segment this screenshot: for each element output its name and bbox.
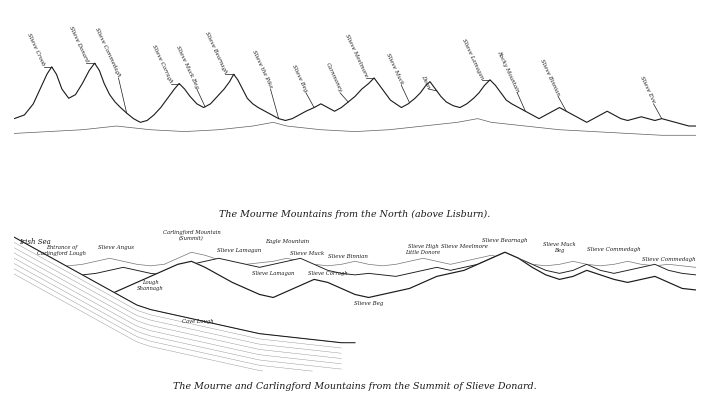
Text: Slieve Bearnagh: Slieve Bearnagh	[204, 31, 228, 74]
Text: Eagle Mountain: Eagle Mountain	[265, 239, 309, 243]
Text: Slieve the Pike: Slieve the Pike	[251, 49, 273, 89]
Text: Cave Lough: Cave Lough	[182, 318, 214, 323]
Text: Slieve Muck
Beg: Slieve Muck Beg	[543, 242, 576, 253]
Text: Entrance of
Carlingford Lough: Entrance of Carlingford Lough	[38, 245, 87, 256]
Text: Lough
Shannagh: Lough Shannagh	[137, 279, 164, 290]
Text: Slieve Commedagh: Slieve Commedagh	[642, 257, 695, 261]
Text: Slieve Corragh: Slieve Corragh	[308, 270, 348, 275]
Text: Slieve Donard: Slieve Donard	[68, 26, 89, 63]
Text: Slieve Eve: Slieve Eve	[639, 75, 656, 103]
Text: Slieve Bearnagh: Slieve Bearnagh	[482, 237, 528, 242]
Text: Slieve Commedagh: Slieve Commedagh	[587, 246, 641, 251]
Text: Doan: Doan	[420, 74, 431, 89]
Text: Slieve High
Little Donore: Slieve High Little Donore	[405, 243, 441, 254]
Text: The Mourne and Carlingford Mountains from the Summit of Slieve Donard.: The Mourne and Carlingford Mountains fro…	[173, 381, 537, 391]
Text: Slieve Lamagan: Slieve Lamagan	[461, 38, 484, 80]
Text: Rocky Mountain: Rocky Mountain	[496, 49, 520, 93]
Text: Slieve Binnian: Slieve Binnian	[328, 254, 368, 259]
Text: Slieve Meelmore: Slieve Meelmore	[344, 33, 368, 78]
Text: Slieve Corragh: Slieve Corragh	[151, 44, 173, 83]
Text: Carnmoney: Carnmoney	[324, 61, 342, 93]
Text: Slieve Muck Beg: Slieve Muck Beg	[175, 45, 200, 89]
Text: Slieve Angus: Slieve Angus	[99, 245, 134, 249]
Text: Slieve Lamagan: Slieve Lamagan	[252, 270, 295, 275]
Text: Slieve Binnian: Slieve Binnian	[539, 58, 561, 96]
Text: Slieve Meelmore: Slieve Meelmore	[441, 243, 488, 248]
Text: Slieve Muck: Slieve Muck	[385, 52, 404, 85]
Text: Slieve Commedagh: Slieve Commedagh	[94, 27, 121, 78]
Text: Slieve Muck: Slieve Muck	[290, 251, 324, 256]
Text: Slieve Lamagan: Slieve Lamagan	[217, 248, 261, 253]
Text: Slieve Beg: Slieve Beg	[292, 64, 308, 93]
Text: Carlingford Mountain
(Summit): Carlingford Mountain (Summit)	[163, 230, 220, 241]
Text: Slieve Croob: Slieve Croob	[26, 32, 46, 67]
Text: The Mourne Mountains from the North (above Lisburn).: The Mourne Mountains from the North (abo…	[219, 209, 491, 218]
Text: Irish Sea: Irish Sea	[18, 237, 50, 245]
Text: Slieve Beg: Slieve Beg	[354, 300, 383, 305]
